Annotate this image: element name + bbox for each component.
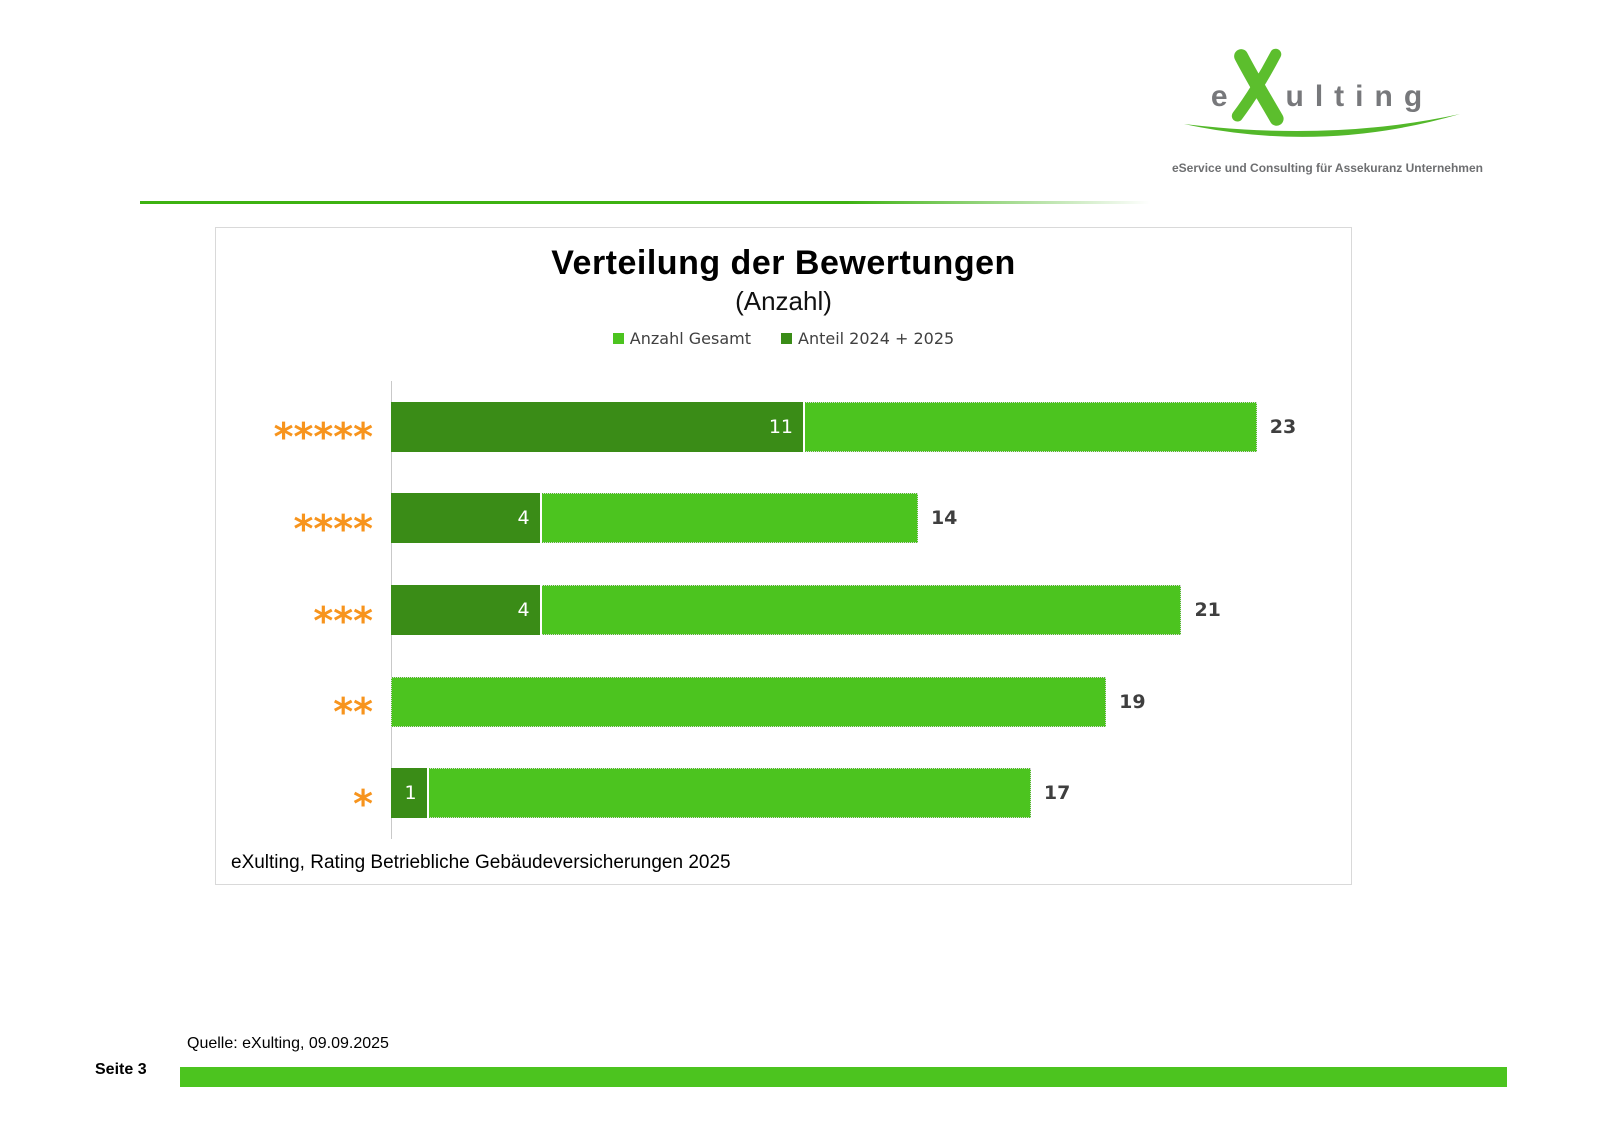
logo-wordmark: e ulting (1172, 48, 1472, 126)
chart-row: *** 4 21 (216, 564, 1332, 656)
bar-total (391, 676, 1107, 727)
chart-legend: Anzahl Gesamt Anteil 2024 + 2025 (216, 329, 1351, 348)
legend-swatch-icon (781, 333, 792, 344)
bar-track: 11 23 (391, 401, 1332, 452)
bar-value-label: 14 (930, 507, 958, 530)
legend-label: Anteil 2024 + 2025 (798, 329, 955, 348)
footer-page-number: Seite 3 (95, 1061, 147, 1078)
bar-track: 1 17 (391, 768, 1332, 819)
bar-track: 4 21 (391, 584, 1332, 635)
footer-green-bar (180, 1067, 1507, 1087)
plot-rows: ***** 11 23 **** 4 14 *** 4 21 ** 19 * 1 17 (216, 381, 1332, 839)
chart-row: **** 4 14 (216, 473, 1332, 565)
logo-swoosh-icon (1184, 114, 1460, 137)
bar-value-label: 19 (1119, 690, 1146, 713)
bar-value-label: 21 (1194, 598, 1221, 621)
chart-caption: eXulting, Rating Betriebliche Gebäudever… (231, 852, 731, 873)
legend-swatch-icon (612, 333, 624, 344)
chart-box: Verteilung der Bewertungen (Anzahl) Anza… (215, 227, 1352, 885)
logo-letter-e: e (1210, 80, 1228, 113)
bar-value-label: 23 (1269, 415, 1297, 438)
bar-total (391, 768, 1031, 819)
chart-row: ** 19 (216, 656, 1332, 748)
bar-value-label: 17 (1043, 782, 1071, 805)
chart-subtitle: (Anzahl) (735, 286, 832, 316)
footer-source: Quelle: eXulting, 09.09.2025 (187, 1035, 389, 1052)
chart-row: * 1 17 (216, 747, 1332, 839)
logo-tagline: eService und Consulting für Assekuranz U… (1172, 161, 1483, 175)
bar-part: 4 (391, 493, 542, 544)
chart-title: Verteilung der Bewertungen (551, 244, 1016, 282)
legend-item-0: Anzahl Gesamt (612, 329, 751, 348)
logo-letters-ulting: ulting (1285, 80, 1434, 113)
logo: e ulting eService und Consulting für Ass… (1172, 48, 1483, 175)
header-rule (140, 201, 1150, 204)
chart-row: ***** 11 23 (216, 381, 1332, 473)
legend-item-1: Anteil 2024 + 2025 (781, 329, 954, 348)
bar-part: 4 (391, 584, 542, 635)
bar-part: 11 (391, 401, 806, 452)
bar-track: 4 14 (391, 493, 1332, 544)
legend-label: Anzahl Gesamt (629, 329, 751, 348)
bar-part: 1 (391, 768, 429, 819)
bar-track: 19 (391, 676, 1332, 727)
logo-x-icon (1231, 48, 1284, 126)
